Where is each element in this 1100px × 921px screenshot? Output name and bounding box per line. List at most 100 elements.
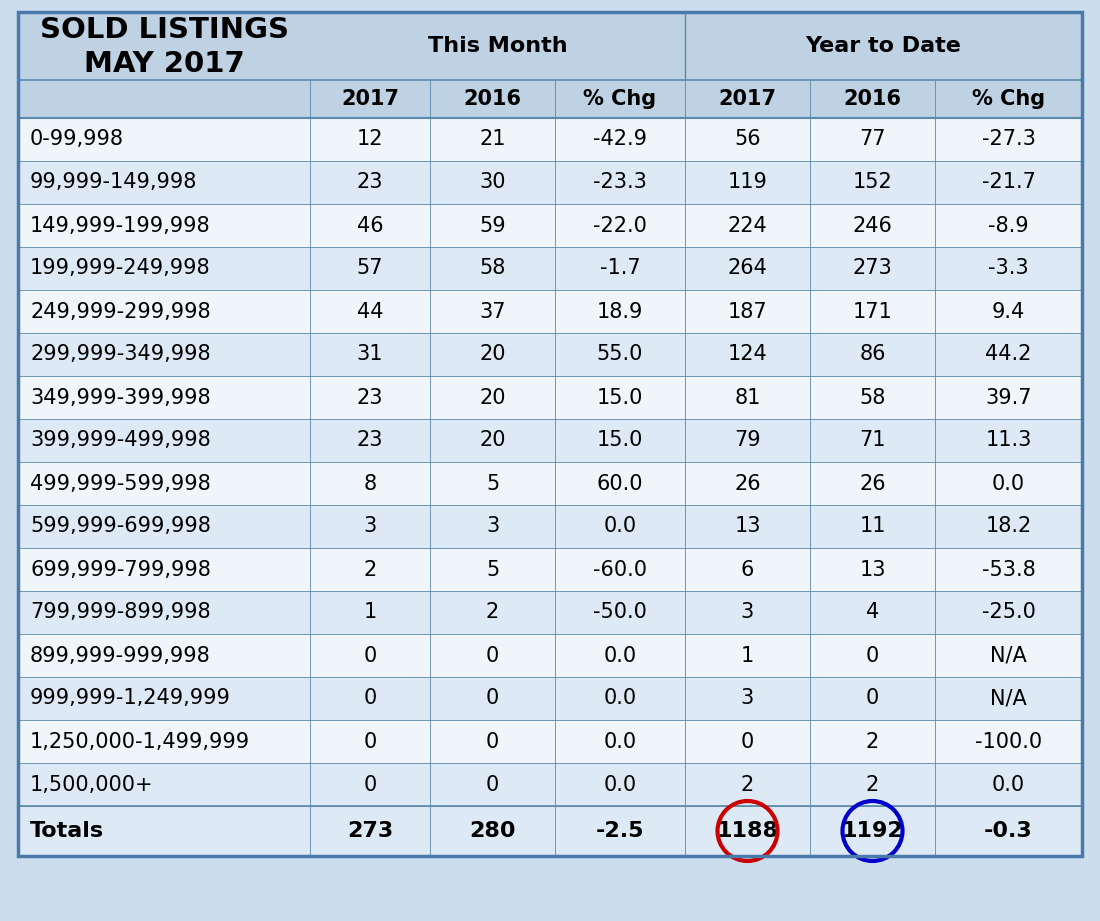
Text: 399,999-499,998: 399,999-499,998 [30,430,211,450]
Text: SOLD LISTINGS: SOLD LISTINGS [40,16,288,43]
Bar [18,12,1082,80]
Text: -42.9: -42.9 [593,130,647,149]
Text: 20: 20 [480,344,506,365]
Text: 119: 119 [727,172,768,192]
Text: 58: 58 [480,259,506,278]
Bar [18,161,1082,204]
Text: 0: 0 [363,646,376,666]
Text: 2: 2 [866,731,879,752]
Text: 246: 246 [852,216,892,236]
Text: 31: 31 [356,344,383,365]
Text: -100.0: -100.0 [975,731,1042,752]
Bar [18,80,1082,118]
Bar [18,763,1082,806]
Text: 26: 26 [734,473,761,494]
Text: 1,250,000-1,499,999: 1,250,000-1,499,999 [30,731,250,752]
Text: 799,999-899,998: 799,999-899,998 [30,602,210,623]
Text: -53.8: -53.8 [981,559,1035,579]
Text: 0.0: 0.0 [604,689,637,708]
Text: 3: 3 [741,689,755,708]
Text: -8.9: -8.9 [988,216,1028,236]
Bar [18,290,1082,333]
Text: -2.5: -2.5 [596,821,645,841]
Text: 77: 77 [859,130,886,149]
Text: 26: 26 [859,473,886,494]
Text: 0: 0 [486,731,499,752]
Bar [18,462,1082,505]
Text: 2: 2 [486,602,499,623]
Text: MAY 2017: MAY 2017 [84,50,244,77]
Text: 0.0: 0.0 [604,517,637,537]
Text: 23: 23 [356,172,383,192]
Text: 0.0: 0.0 [604,731,637,752]
Text: 99,999-149,998: 99,999-149,998 [30,172,197,192]
Text: 0-99,998: 0-99,998 [30,130,124,149]
Bar [18,591,1082,634]
Text: 1: 1 [363,602,376,623]
Text: 46: 46 [356,216,383,236]
Bar [18,806,1082,856]
Text: 1192: 1192 [842,821,903,841]
Text: 21: 21 [480,130,506,149]
Bar [18,419,1082,462]
Text: 0: 0 [486,689,499,708]
Text: -60.0: -60.0 [593,559,647,579]
Text: 39.7: 39.7 [986,388,1032,407]
Text: % Chg: % Chg [583,89,657,109]
Text: This Month: This Month [428,36,568,56]
Text: 0: 0 [866,689,879,708]
Bar [18,548,1082,591]
Text: 264: 264 [727,259,768,278]
Text: 599,999-699,998: 599,999-699,998 [30,517,211,537]
Text: 59: 59 [480,216,506,236]
Text: 1188: 1188 [716,821,779,841]
Text: 149,999-199,998: 149,999-199,998 [30,216,210,236]
Text: 0: 0 [363,731,376,752]
Text: 273: 273 [852,259,892,278]
Text: 44.2: 44.2 [986,344,1032,365]
Text: 1,500,000+: 1,500,000+ [30,775,154,795]
Bar [18,720,1082,763]
Text: 171: 171 [852,301,892,321]
Text: 0: 0 [363,775,376,795]
Text: 0: 0 [363,689,376,708]
Text: 2017: 2017 [341,89,399,109]
Text: 0: 0 [486,646,499,666]
Text: 86: 86 [859,344,886,365]
Text: 2016: 2016 [844,89,902,109]
Text: % Chg: % Chg [972,89,1045,109]
Text: 8: 8 [363,473,376,494]
Text: 13: 13 [859,559,886,579]
Text: 999,999-1,249,999: 999,999-1,249,999 [30,689,231,708]
Text: 57: 57 [356,259,383,278]
Text: 15.0: 15.0 [597,388,644,407]
Text: 224: 224 [727,216,768,236]
Text: 58: 58 [859,388,886,407]
Text: 0.0: 0.0 [604,646,637,666]
Text: 2: 2 [741,775,755,795]
Bar [18,247,1082,290]
Text: 0: 0 [741,731,755,752]
Bar [18,376,1082,419]
Text: -27.3: -27.3 [981,130,1035,149]
Text: -22.0: -22.0 [593,216,647,236]
Bar [18,333,1082,376]
Text: 5: 5 [486,559,499,579]
Text: -1.7: -1.7 [600,259,640,278]
Text: 71: 71 [859,430,886,450]
Text: 2017: 2017 [718,89,777,109]
Text: 13: 13 [735,517,761,537]
Text: 499,999-599,998: 499,999-599,998 [30,473,211,494]
Text: 0: 0 [486,775,499,795]
Text: 20: 20 [480,388,506,407]
Text: -0.3: -0.3 [984,821,1033,841]
Text: 18.2: 18.2 [986,517,1032,537]
Text: 3: 3 [741,602,755,623]
Text: 2: 2 [866,775,879,795]
Text: 56: 56 [734,130,761,149]
Text: -25.0: -25.0 [981,602,1035,623]
Text: 124: 124 [727,344,768,365]
Bar [18,118,1082,161]
Bar [18,634,1082,677]
Text: 18.9: 18.9 [597,301,644,321]
